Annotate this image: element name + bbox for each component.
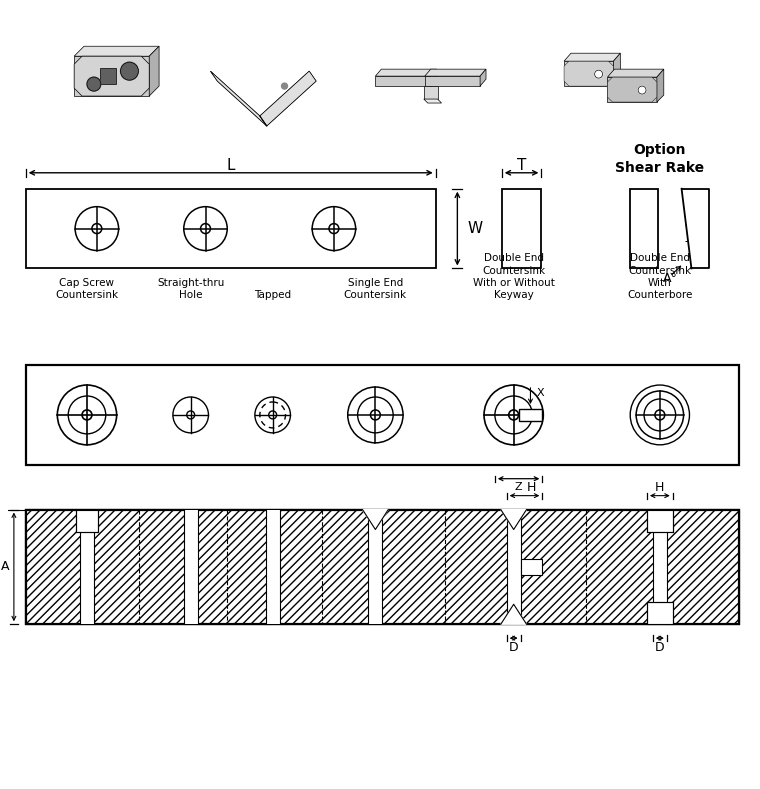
Text: Straight-thru
Hole: Straight-thru Hole <box>157 278 224 301</box>
Bar <box>26 510 739 624</box>
Polygon shape <box>607 69 663 77</box>
Polygon shape <box>607 77 657 102</box>
Circle shape <box>121 62 138 80</box>
Polygon shape <box>211 71 267 126</box>
Polygon shape <box>431 69 437 86</box>
Bar <box>647 510 673 532</box>
Polygon shape <box>682 189 709 268</box>
Bar <box>521 559 543 575</box>
Bar <box>80 510 94 624</box>
Bar <box>369 510 382 624</box>
Polygon shape <box>613 53 620 86</box>
Polygon shape <box>375 69 437 76</box>
Polygon shape <box>149 47 159 96</box>
Text: L: L <box>226 159 235 174</box>
Polygon shape <box>74 47 159 56</box>
Text: Single End
Countersink: Single End Countersink <box>344 278 407 301</box>
Bar <box>518 409 543 421</box>
Text: Double End
Countersink
With
Counterbore: Double End Countersink With Counterbore <box>627 253 692 301</box>
Polygon shape <box>260 71 316 126</box>
Bar <box>26 189 435 268</box>
Bar <box>502 189 541 268</box>
Polygon shape <box>424 86 438 99</box>
Polygon shape <box>375 76 431 86</box>
Text: X: X <box>537 388 544 398</box>
Polygon shape <box>425 76 480 86</box>
Bar <box>647 602 673 624</box>
Bar <box>266 510 280 624</box>
Polygon shape <box>74 56 149 96</box>
Polygon shape <box>657 69 663 102</box>
Polygon shape <box>501 510 527 529</box>
Polygon shape <box>260 71 316 126</box>
Text: A°: A° <box>663 272 678 285</box>
Polygon shape <box>425 69 486 76</box>
Bar <box>653 510 667 624</box>
Bar <box>507 510 521 624</box>
Text: A: A <box>1 560 9 574</box>
Text: D: D <box>655 641 665 653</box>
Bar <box>630 189 658 268</box>
Text: D: D <box>509 641 518 653</box>
Text: Z: Z <box>515 481 522 492</box>
Bar <box>76 510 98 532</box>
Bar <box>26 365 739 465</box>
Polygon shape <box>501 604 527 624</box>
Circle shape <box>87 77 101 91</box>
Bar <box>26 510 739 624</box>
Text: Double End
Countersink
With or Without
Keyway: Double End Countersink With or Without K… <box>473 253 555 301</box>
Text: T: T <box>517 159 526 174</box>
Text: Tapped: Tapped <box>254 290 291 301</box>
Text: H: H <box>527 481 536 494</box>
Circle shape <box>594 70 603 78</box>
Polygon shape <box>424 99 442 103</box>
Polygon shape <box>564 62 613 86</box>
Text: Option
Shear Rake: Option Shear Rake <box>616 143 705 175</box>
Text: Cap Screw
Countersink: Cap Screw Countersink <box>55 278 119 301</box>
Polygon shape <box>211 71 267 126</box>
Polygon shape <box>564 53 620 62</box>
Polygon shape <box>607 77 657 102</box>
Polygon shape <box>363 510 388 529</box>
Text: H: H <box>655 481 664 494</box>
Circle shape <box>281 83 287 89</box>
Polygon shape <box>564 62 613 86</box>
Polygon shape <box>74 56 149 96</box>
Bar <box>184 510 198 624</box>
Circle shape <box>638 86 646 94</box>
Text: W: W <box>467 221 483 236</box>
Polygon shape <box>480 69 486 86</box>
Polygon shape <box>100 68 116 84</box>
